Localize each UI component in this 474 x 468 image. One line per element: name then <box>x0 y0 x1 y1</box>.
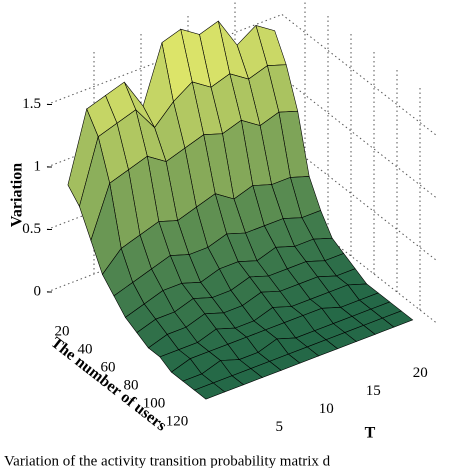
y-tick-label: 100 <box>143 395 166 411</box>
x-tick-label: 20 <box>413 365 428 381</box>
grid-line <box>46 201 283 293</box>
grid-line <box>281 14 438 137</box>
y-tick-label: 40 <box>78 341 93 357</box>
y-tick-label: 120 <box>166 413 189 429</box>
y-tick-label: 60 <box>101 359 116 375</box>
y-tick-label: 20 <box>55 323 70 339</box>
x-tick-label: 5 <box>276 419 284 435</box>
y-tick-label: 80 <box>124 377 139 393</box>
z-tick-label: 1.5 <box>22 96 41 112</box>
z-axis-label: Variation <box>9 163 26 227</box>
x-tick-label: 10 <box>319 401 334 417</box>
surface-patch <box>193 382 226 400</box>
x-axis-label: T <box>365 425 376 442</box>
caption: Variation of the activity transition pro… <box>4 453 331 468</box>
z-tick-label: 1 <box>34 158 42 174</box>
z-tick-label: 0 <box>34 283 42 299</box>
grid-line <box>281 76 438 199</box>
grid-line <box>281 139 438 262</box>
grid-line <box>46 14 283 105</box>
z-tick-label: 0.5 <box>22 221 41 237</box>
x-tick-label: 15 <box>366 383 381 399</box>
